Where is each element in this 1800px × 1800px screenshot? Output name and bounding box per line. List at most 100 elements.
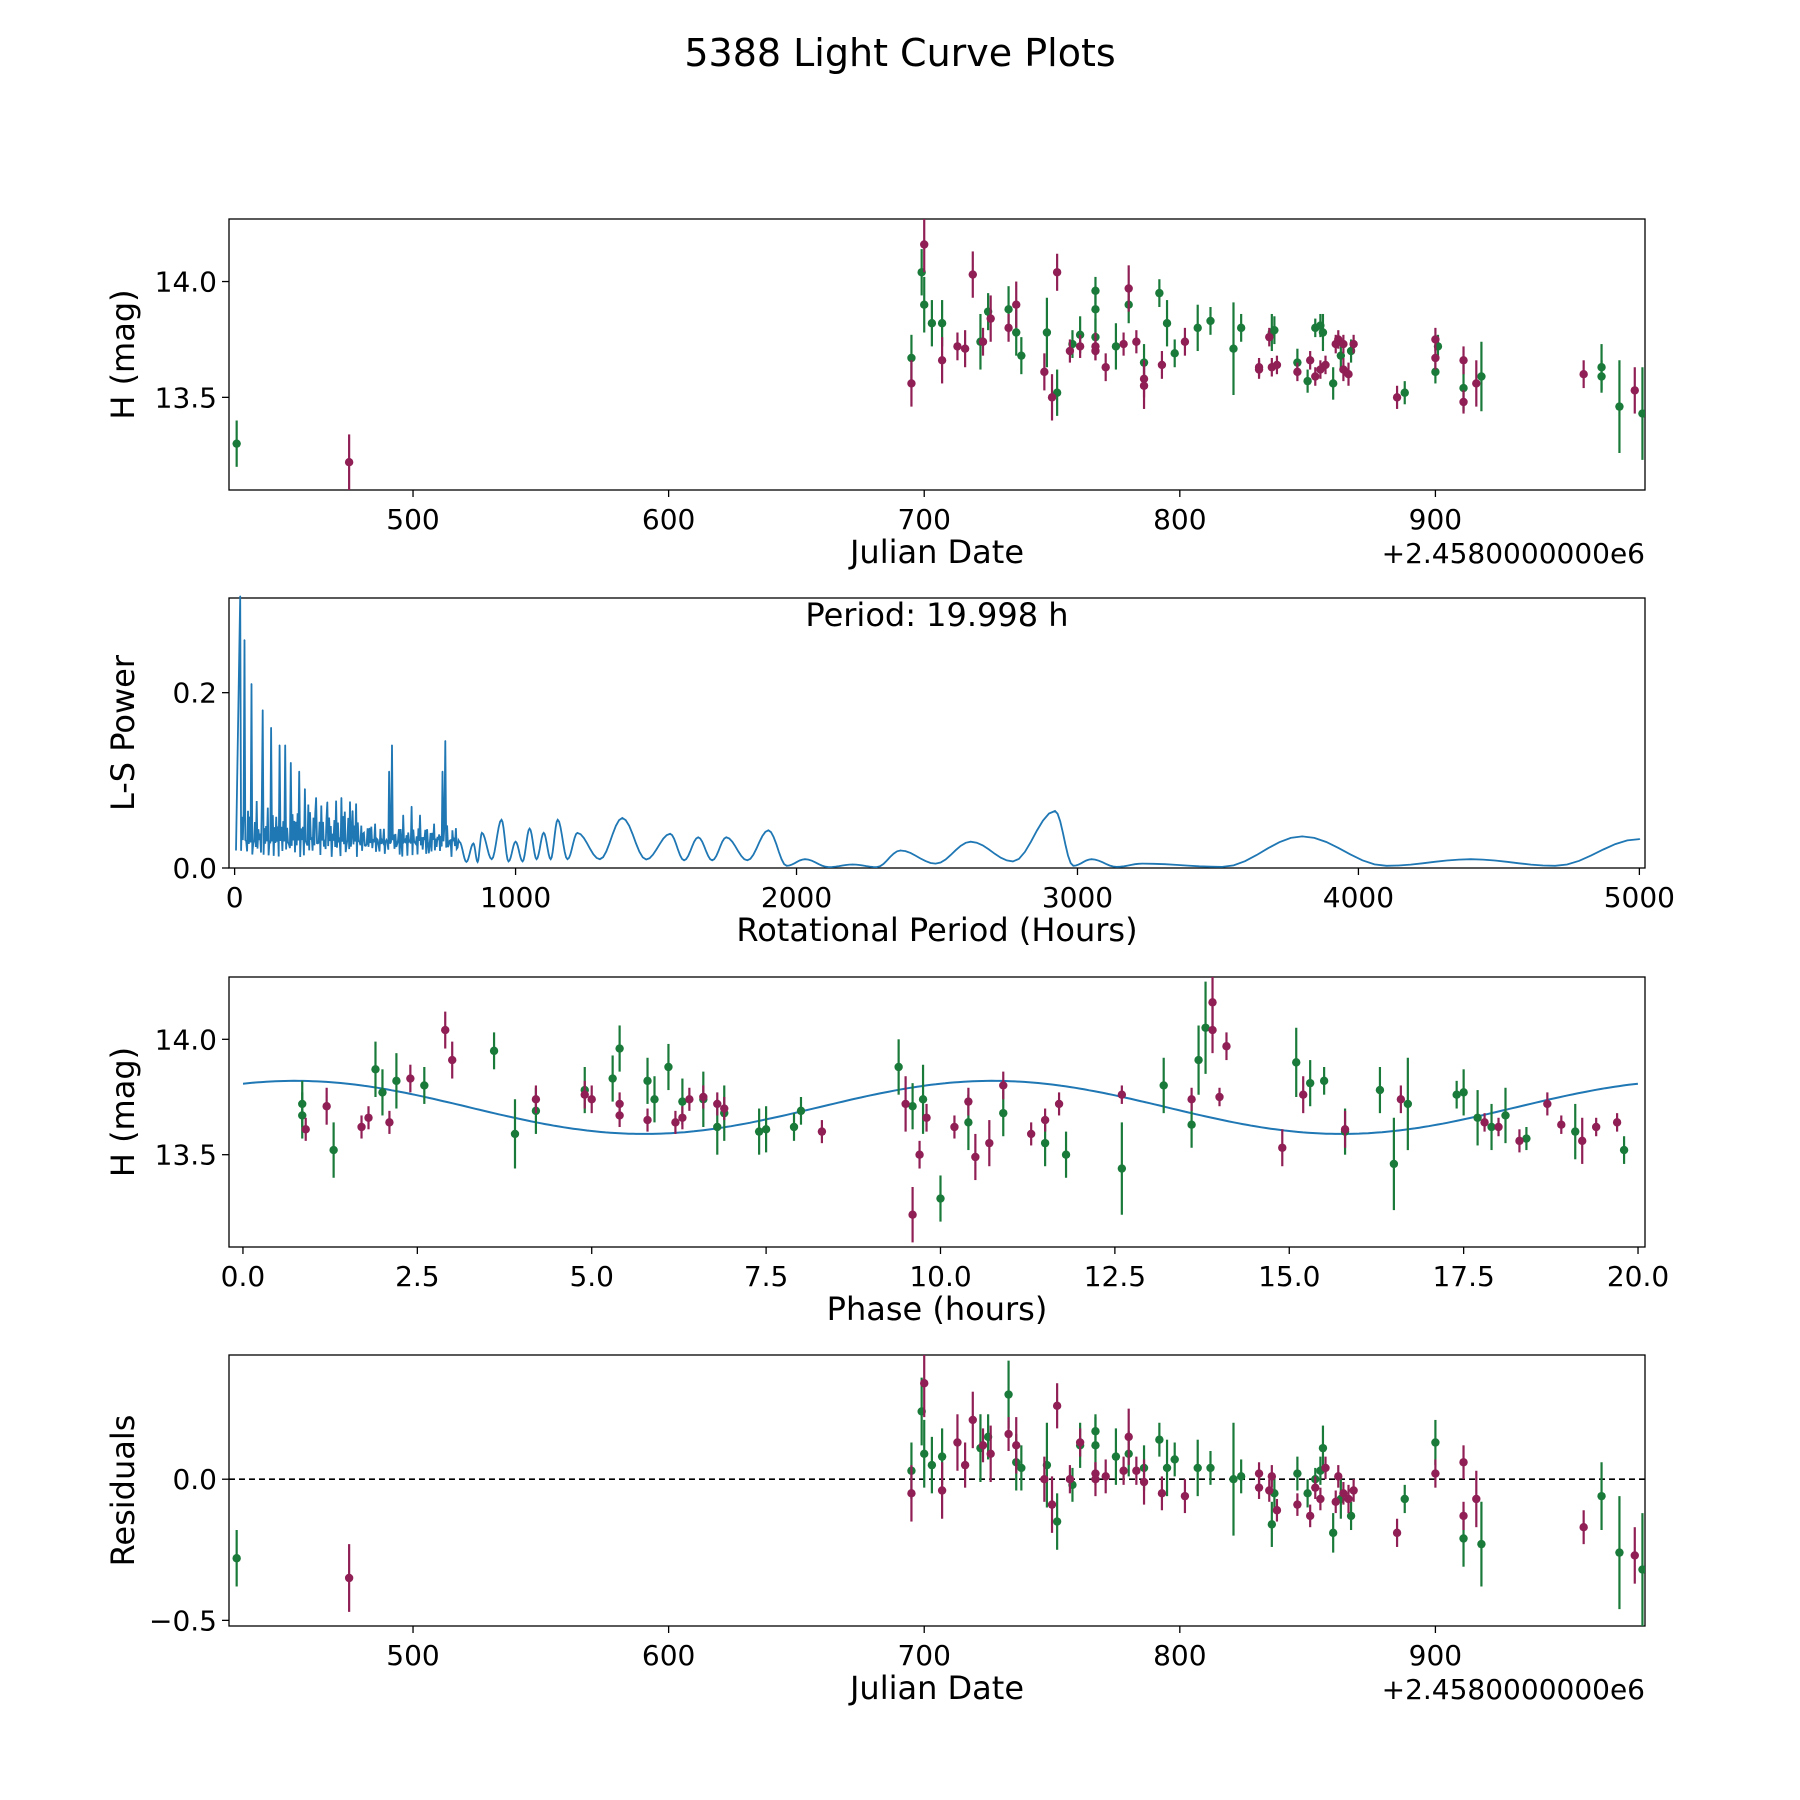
data-point-r [1579, 369, 1588, 379]
data-point-r [357, 1122, 366, 1132]
data-point-g [1012, 328, 1021, 337]
periodogram-peak [363, 832, 365, 834]
periodogram-y-tick-label: 0.2 [172, 677, 217, 710]
periodogram-peak [458, 840, 461, 843]
data-point-r [1267, 1472, 1277, 1481]
data-point-r [1101, 1472, 1110, 1481]
data-point-g [754, 1127, 764, 1136]
data-point-g [907, 353, 916, 363]
data-point-r [1344, 369, 1353, 379]
figure-title: 5388 Light Curve Plots [684, 31, 1115, 75]
data-point-r [901, 1099, 910, 1109]
data-point-r [1265, 332, 1274, 342]
data-point-r [1208, 998, 1217, 1007]
data-point-r [1349, 339, 1358, 349]
data-point-r [968, 270, 977, 279]
data-point-g [1389, 1159, 1399, 1169]
residuals-offset-text: +2.4580000000e6 [1382, 1673, 1645, 1706]
data-point-g [1522, 1134, 1531, 1143]
periodogram-peak [725, 836, 728, 839]
periodogram-x-label: Rotational Period (Hours) [736, 911, 1137, 949]
phased-x-tick-label: 5.0 [569, 1260, 614, 1293]
periodogram-peak [402, 814, 404, 817]
data-point-r [1091, 1475, 1100, 1484]
periodogram-peak [767, 829, 770, 832]
data-point-r [986, 314, 995, 323]
data-point-g [796, 1106, 806, 1116]
light-curve-x-tick-label: 500 [386, 503, 439, 536]
periodogram-peak [419, 814, 421, 817]
data-point-g [1042, 328, 1052, 337]
data-point-r [1047, 393, 1057, 402]
data-point-r [915, 1150, 924, 1159]
periodogram-x-tick-label: 5000 [1604, 881, 1675, 914]
data-point-g [664, 1062, 673, 1072]
model-fit-curve [242, 1079, 1639, 1135]
data-point-g [1052, 1517, 1062, 1526]
data-point-g [761, 1125, 771, 1134]
data-point-r [1026, 1129, 1036, 1139]
data-point-r [986, 1449, 995, 1459]
periodogram-peak [243, 639, 246, 641]
data-point-r [1278, 1143, 1287, 1152]
data-point-g [1638, 409, 1645, 418]
period-annotation: Period: 19.998 h [805, 596, 1068, 634]
data-point-r [1612, 1118, 1622, 1127]
data-point-r [1004, 1429, 1013, 1439]
data-point-r [1065, 1475, 1075, 1484]
residuals-panel: Julian Date Residuals +2.4580000000e6 50… [104, 1354, 1646, 1707]
light-curve-y-tick-label: 13.5 [155, 381, 217, 414]
periodogram-peak [270, 726, 272, 729]
residuals-y-label: Residuals [104, 1415, 142, 1567]
data-point-r [1459, 356, 1468, 365]
data-point-r [301, 1125, 310, 1134]
phased-y-label: H (mag) [104, 1047, 142, 1177]
data-point-r [922, 1113, 931, 1122]
data-point-r [699, 1092, 708, 1102]
data-point-r [1591, 1122, 1601, 1132]
data-point-r [1494, 1122, 1503, 1132]
phased-curve-panel: Phase (hours) H (mag) 0.0 2.5 5.0 7.5 10.0 12… [104, 976, 1669, 1328]
data-point-g [1638, 1565, 1645, 1574]
data-point-r [720, 1104, 729, 1113]
data-point-g [1400, 388, 1409, 397]
phased-y-tick-label: 14.0 [155, 1023, 217, 1056]
periodogram-peak [528, 827, 531, 830]
light-curve-x-tick-label: 900 [1409, 503, 1462, 536]
residuals-x-tick-label: 700 [897, 1639, 950, 1672]
data-point-r [1349, 1486, 1358, 1495]
data-point-g [1403, 1099, 1413, 1109]
periodogram-peak [851, 863, 854, 866]
data-point-r [978, 337, 988, 346]
data-point-r [1124, 284, 1133, 293]
data-point-r [817, 1127, 827, 1136]
data-point-g [1162, 319, 1172, 328]
periodogram-peak [351, 810, 354, 812]
data-point-r [953, 1438, 962, 1447]
data-point-g [1473, 1113, 1482, 1122]
data-point-r [441, 1025, 450, 1035]
data-point-r [907, 1489, 916, 1498]
data-point-r [685, 1095, 694, 1104]
data-point-r [1101, 363, 1110, 372]
data-point-r [999, 1081, 1008, 1090]
data-point-r [1480, 1118, 1489, 1127]
data-point-g [1111, 1452, 1121, 1461]
data-point-g [1155, 288, 1164, 298]
data-point-r [1208, 1025, 1217, 1035]
data-point-g [920, 1449, 929, 1459]
periodogram-y-tick-label: 0.0 [172, 852, 217, 885]
data-point-g [1162, 1463, 1172, 1473]
data-point-r [643, 1115, 652, 1125]
data-point-g [1293, 358, 1302, 367]
data-point-g [1305, 1078, 1315, 1088]
data-point-g [298, 1111, 307, 1120]
data-point-g [1061, 1150, 1071, 1159]
data-point-r [1047, 1500, 1057, 1509]
phased-points [298, 977, 1629, 1243]
phased-x-label: Phase (hours) [827, 1290, 1048, 1328]
phased-y-tick-label: 13.5 [155, 1139, 217, 1172]
periodogram-peak [315, 797, 317, 799]
data-point-g [1459, 383, 1468, 393]
data-point-g [1375, 1085, 1385, 1095]
